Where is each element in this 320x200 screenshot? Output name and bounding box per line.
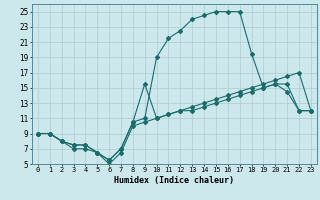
X-axis label: Humidex (Indice chaleur): Humidex (Indice chaleur) — [115, 176, 234, 185]
